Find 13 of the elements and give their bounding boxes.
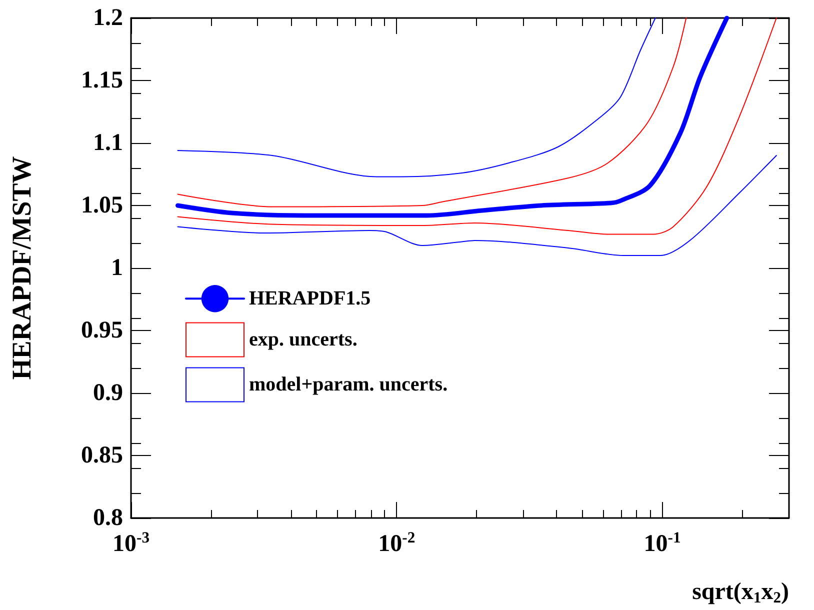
- y-tick-label: 1.2: [93, 5, 123, 31]
- y-tick-label: 1.15: [81, 68, 123, 94]
- y-tick-label: 1.1: [93, 130, 123, 156]
- legend-label: model+param. uncerts.: [249, 374, 448, 396]
- y-tick-label: 1.05: [81, 192, 123, 218]
- y-tick-label: 0.8: [93, 505, 123, 531]
- legend-label: exp. uncerts.: [249, 328, 358, 351]
- y-tick-label: 0.95: [81, 318, 123, 344]
- legend-label: HERAPDF1.5: [249, 288, 371, 310]
- y-tick-label: 1: [111, 255, 123, 281]
- y-tick-label: 0.85: [81, 442, 123, 468]
- y-axis-title: HERAPDF/MSTW: [6, 156, 36, 380]
- y-tick-label: 0.9: [93, 380, 123, 406]
